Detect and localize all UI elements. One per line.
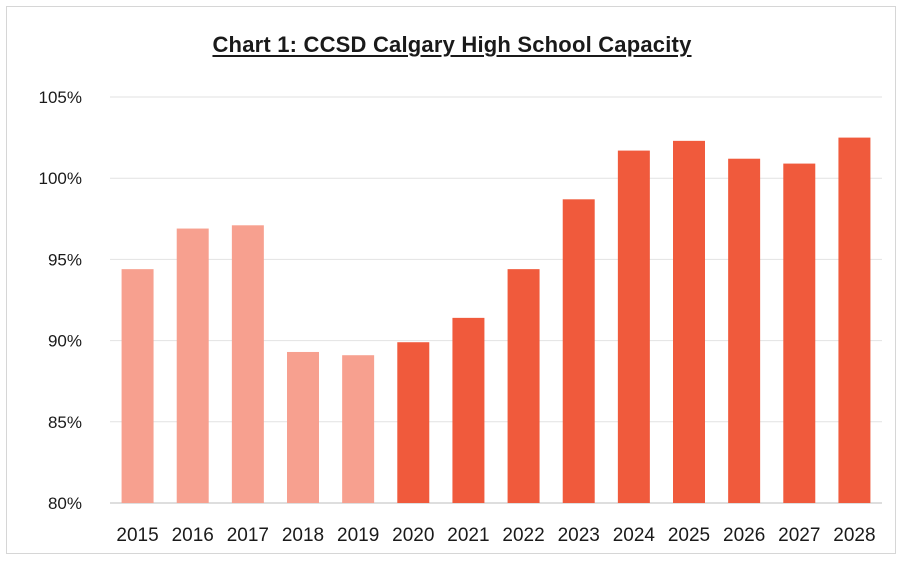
bar-2028 (838, 137, 871, 503)
x-tick-label: 2017 (227, 525, 269, 546)
bar-2024 (617, 150, 650, 504)
x-tick-label: 2018 (282, 525, 324, 546)
y-tick-label: 85% (48, 413, 82, 432)
bar-2016 (176, 228, 209, 503)
x-tick-label: 2026 (723, 525, 765, 546)
bar-2019 (342, 355, 375, 503)
gridlines (110, 96, 882, 504)
x-tick-label: 2015 (116, 525, 158, 546)
x-tick-label: 2027 (778, 525, 820, 546)
y-tick-label: 105% (39, 88, 82, 107)
bar-2022 (507, 269, 540, 503)
y-tick-label: 90% (48, 332, 82, 351)
bar-2023 (562, 199, 595, 503)
y-axis-ticks: 80% 85% 90% 95% 100% 105% (39, 88, 82, 513)
x-tick-label: 2023 (558, 525, 600, 546)
bar-2017 (231, 225, 264, 503)
x-tick-label: 2020 (392, 525, 434, 546)
y-tick-label: 80% (48, 494, 82, 513)
bar-2015 (121, 269, 154, 503)
x-axis-ticks: 2015 2016 2017 2018 2019 2020 2021 2022 2023 2024… (116, 525, 875, 546)
bar-2027 (783, 163, 816, 504)
bar-2020 (397, 342, 430, 503)
bar-2021 (452, 317, 485, 503)
x-tick-label: 2024 (613, 525, 656, 546)
y-tick-label: 100% (39, 169, 82, 188)
bars (121, 137, 871, 504)
x-tick-label: 2022 (502, 525, 544, 546)
bar-2026 (728, 158, 761, 503)
x-tick-label: 2021 (447, 525, 489, 546)
x-tick-label: 2025 (668, 525, 710, 546)
bar-2018 (287, 351, 319, 503)
x-tick-label: 2019 (337, 525, 379, 546)
y-tick-label: 95% (48, 250, 82, 269)
x-tick-label: 2028 (833, 525, 875, 546)
bar-2025 (673, 140, 705, 503)
x-tick-label: 2016 (172, 525, 214, 546)
chart-title: Chart 1: CCSD Calgary High School Capaci… (212, 32, 692, 57)
